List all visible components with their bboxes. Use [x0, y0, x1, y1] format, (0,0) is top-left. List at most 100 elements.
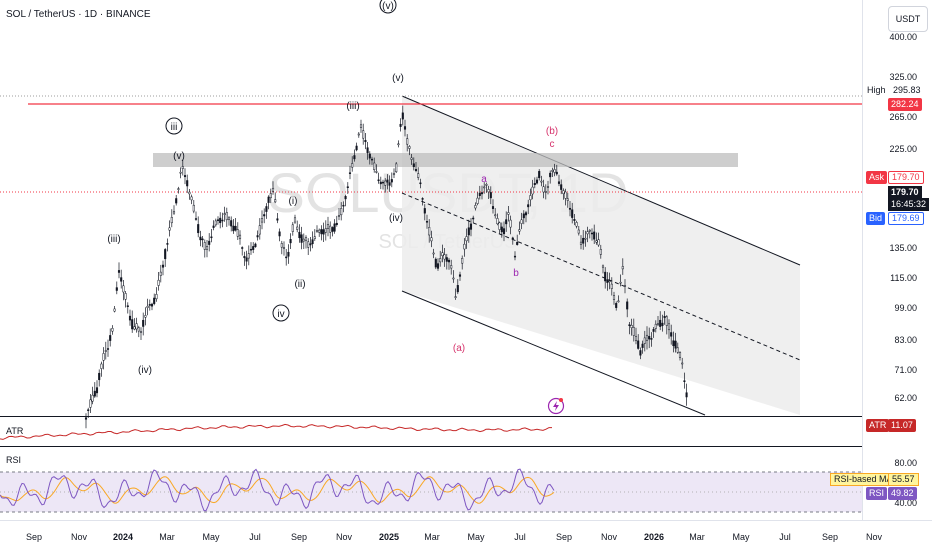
- candle-body: [298, 231, 301, 239]
- candle-body: [278, 231, 281, 237]
- candle-body: [606, 279, 609, 283]
- candle-body: [665, 316, 668, 326]
- candle-body: [553, 169, 556, 173]
- wave-label: (iv): [389, 213, 403, 224]
- candle-body: [685, 392, 688, 398]
- time-axis-label: Nov: [71, 532, 88, 542]
- candle-body: [340, 208, 343, 216]
- candle-body: [342, 204, 345, 207]
- time-axis-label: Sep: [822, 532, 838, 542]
- currency-selector[interactable]: USDT: [888, 6, 928, 32]
- candle-body: [419, 182, 422, 185]
- candle-body: [538, 171, 541, 179]
- main-price-pane[interactable]: SOLUSDT, 1D SOL / TetherUS (v)(v)(iii)ii…: [0, 0, 862, 429]
- price-candles: [84, 105, 688, 429]
- candle-body: [373, 162, 376, 170]
- candle-body: [199, 236, 202, 241]
- wave-label: (i): [289, 196, 298, 207]
- candle-body: [597, 239, 600, 246]
- rsi-pane[interactable]: RSI: [0, 455, 862, 513]
- wave-label: (ii): [294, 279, 305, 290]
- candle-body: [260, 218, 264, 223]
- candle-body: [122, 285, 125, 293]
- candle-body: [667, 323, 671, 331]
- candle-body: [652, 329, 655, 332]
- time-axis-label: Jul: [779, 532, 791, 542]
- time-axis-label: Sep: [26, 532, 42, 542]
- atr-pane[interactable]: ATR: [0, 423, 552, 440]
- candle-body: [551, 170, 554, 172]
- price-tick-label: 71.00: [894, 365, 917, 375]
- elliott-wave-labels: (v) (v) (iii) iii (v) (iii) (i) (ii) iv (iv) (iv) (…: [107, 0, 558, 376]
- candle-body: [285, 256, 288, 259]
- candle-body: [194, 218, 198, 220]
- atr-tag-label: ATR: [866, 419, 890, 432]
- candle-body: [186, 180, 189, 187]
- candle-body: [674, 340, 677, 349]
- candle-body: [333, 223, 336, 232]
- time-axis-label: Sep: [291, 532, 307, 542]
- candle-body: [249, 248, 253, 251]
- last-price-tag: 179.70: [888, 186, 922, 199]
- candle-body: [491, 206, 495, 209]
- candle-body: [234, 225, 237, 231]
- candle-body: [643, 337, 646, 344]
- time-axis-label: 2026: [644, 532, 664, 542]
- high-tag-value: 295.83: [893, 85, 921, 95]
- flash-icon[interactable]: [547, 397, 565, 415]
- candle-body: [190, 196, 193, 201]
- time-axis-label: May: [467, 532, 485, 542]
- rsi-tick-label: 80.00: [894, 458, 917, 468]
- candle-body: [241, 247, 244, 249]
- candle-body: [612, 295, 616, 300]
- candle-body: [476, 197, 479, 204]
- price-tick-label: 115.00: [890, 273, 917, 283]
- candle-body: [560, 184, 563, 190]
- candle-body: [161, 264, 165, 268]
- candle-body: [296, 226, 299, 230]
- candle-body: [256, 235, 259, 238]
- candle-body: [84, 417, 88, 420]
- time-axis-label: Nov: [601, 532, 618, 542]
- candle-body: [573, 219, 576, 221]
- resistance-zone[interactable]: [153, 153, 738, 167]
- candle-body: [106, 348, 110, 350]
- wave-label: a: [481, 174, 487, 185]
- channel-lower-line[interactable]: [401, 290, 706, 416]
- candle-body: [408, 146, 411, 149]
- candle-body: [133, 326, 136, 330]
- channel-middle-line[interactable]: [401, 192, 801, 361]
- candle-body: [348, 172, 352, 174]
- candle-body: [516, 241, 519, 245]
- candle-body: [87, 409, 90, 411]
- candle-body: [307, 241, 310, 248]
- candle-body: [505, 219, 508, 225]
- price-axis[interactable]: 400.00 325.00 265.00 225.00 135.00 115.00 99.0…: [889, 32, 917, 508]
- candle-body: [216, 219, 220, 221]
- candle-body: [670, 332, 673, 337]
- candle-body: [637, 340, 640, 349]
- candle-body: [604, 271, 607, 282]
- time-axis-label: May: [732, 532, 750, 542]
- candle-body: [351, 163, 354, 168]
- candle-body: [432, 252, 435, 255]
- channel-upper-line[interactable]: [401, 95, 801, 266]
- candle-body: [619, 281, 622, 284]
- symbol-title[interactable]: SOL / TetherUS · 1D · BINANCE: [6, 9, 151, 20]
- candle-body: [289, 239, 292, 244]
- candle-body: [568, 207, 572, 210]
- candle-body: [401, 112, 404, 120]
- time-axis-label: May: [202, 532, 220, 542]
- candle-body: [344, 196, 347, 200]
- candle-body: [164, 249, 167, 260]
- candle-body: [227, 217, 231, 220]
- price-tick-label: 99.00: [894, 303, 917, 313]
- time-axis[interactable]: Sep Nov 2024 Mar May Jul Sep Nov 2025 Mar May Jul Se…: [26, 532, 883, 542]
- wave-label: (a): [453, 343, 465, 354]
- candle-body: [252, 246, 255, 250]
- rsi-line: [0, 468, 555, 512]
- candle-body: [329, 225, 332, 233]
- rsi-tag-value: 49.82: [888, 487, 917, 500]
- price-tick-label: 62.00: [894, 393, 917, 403]
